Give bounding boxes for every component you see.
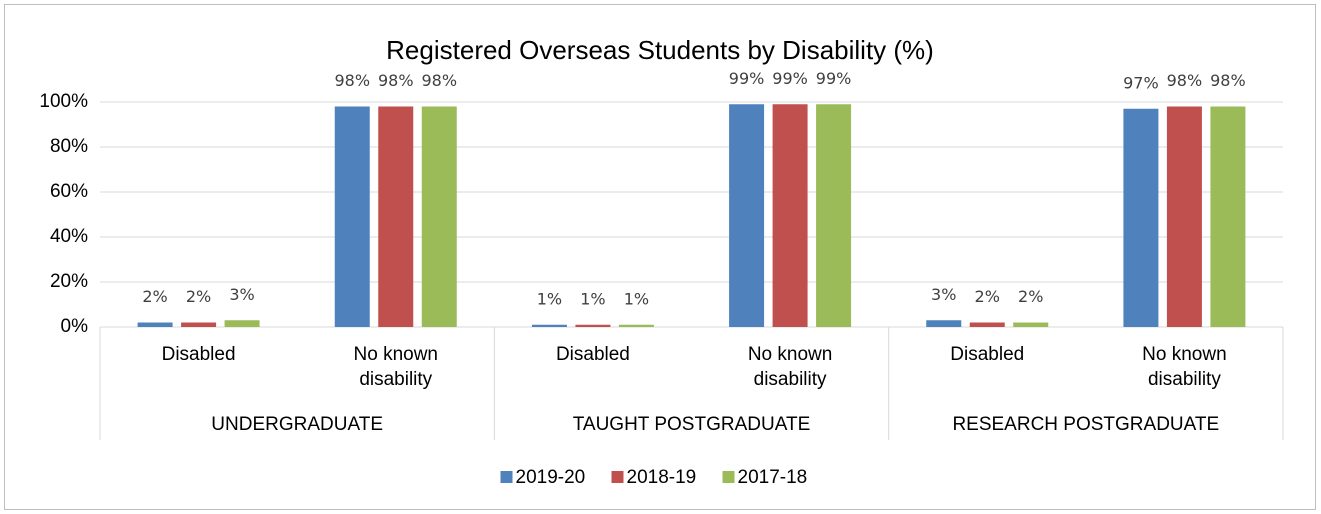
x-tick-label: No known disability: [1142, 344, 1227, 390]
value-label: 2%: [142, 287, 167, 306]
y-tick-label: 0%: [61, 316, 89, 337]
legend-label: 2018-19: [627, 467, 697, 488]
x-tick-label: Disabled: [950, 344, 1025, 365]
y-tick-label: 40%: [50, 226, 88, 247]
y-tick-label: 80%: [50, 136, 88, 157]
x-tick-label: No known disability: [747, 344, 833, 390]
value-label: 98%: [1210, 71, 1246, 90]
value-label: 98%: [421, 71, 457, 90]
value-label: 1%: [624, 289, 649, 308]
value-label: 1%: [580, 289, 605, 308]
bar: [1166, 106, 1202, 327]
value-label: 1%: [537, 289, 562, 308]
value-label: 2%: [1018, 287, 1043, 306]
legend-label: 2017-18: [738, 467, 808, 488]
value-label: 97%: [1123, 73, 1159, 92]
value-label: 98%: [334, 71, 370, 90]
bar: [378, 106, 414, 327]
y-tick-label: 100%: [39, 91, 88, 112]
bar: [1013, 322, 1049, 327]
x-tick-label: Disabled: [161, 344, 236, 365]
bar: [1123, 108, 1159, 327]
legend-swatch: [611, 471, 624, 483]
group-label: UNDERGRADUATE: [211, 414, 384, 435]
bar: [618, 324, 654, 327]
value-label: 98%: [1167, 71, 1203, 90]
value-label: 3%: [229, 285, 254, 304]
bar: [531, 324, 567, 327]
value-label: 99%: [772, 69, 808, 88]
bar: [334, 106, 370, 327]
value-label: 2%: [186, 287, 211, 306]
value-label: 3%: [931, 285, 956, 304]
bar: [181, 322, 217, 327]
value-label: 99%: [816, 69, 852, 88]
bar: [421, 106, 457, 327]
legend-swatch: [500, 471, 513, 483]
bar: [137, 322, 173, 327]
value-label: 98%: [378, 71, 414, 90]
bar: [772, 104, 808, 327]
y-tick-label: 60%: [50, 181, 88, 202]
bar: [926, 320, 962, 327]
group-label: TAUGHT POSTGRADUATE: [572, 414, 811, 435]
legend-swatch: [722, 471, 735, 483]
bar: [575, 324, 611, 327]
value-label: 2%: [975, 287, 1000, 306]
bar: [1210, 106, 1246, 327]
chart-border: [4, 4, 1316, 510]
y-tick-label: 20%: [50, 271, 88, 292]
bar: [729, 104, 765, 327]
chart-title: Registered Overseas Students by Disabili…: [386, 35, 934, 65]
x-tick-label: Disabled: [555, 344, 630, 365]
bar: [224, 320, 260, 327]
x-tick-label: No known disability: [353, 344, 439, 390]
legend-label: 2019-20: [516, 467, 586, 488]
bar: [969, 322, 1005, 327]
group-label: RESEARCH POSTGRADUATE: [952, 414, 1220, 435]
bar: [816, 104, 852, 327]
value-label: 99%: [729, 69, 765, 88]
